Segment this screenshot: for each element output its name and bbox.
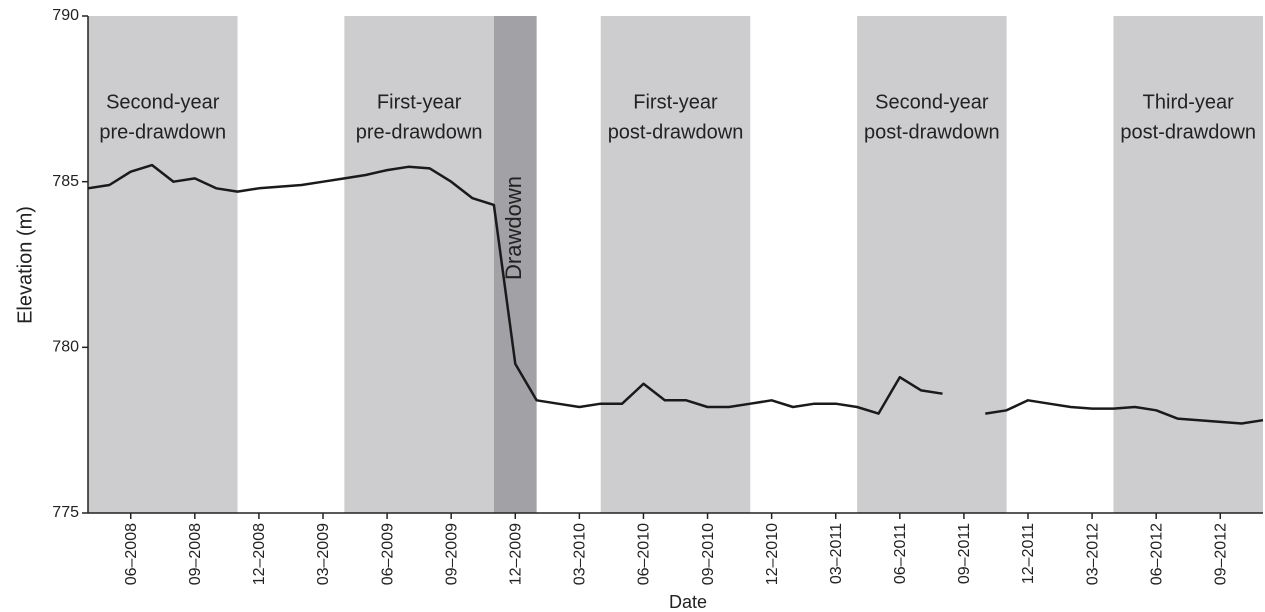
x-tick-label: 06–2008 <box>123 523 140 585</box>
period-band <box>88 16 238 513</box>
x-tick-label: 12–2008 <box>251 523 268 585</box>
period-band <box>1113 16 1263 513</box>
x-axis-label: Date <box>669 592 707 612</box>
period-label: pre-drawdown <box>356 121 483 143</box>
x-tick-label: 03–2012 <box>1084 523 1101 585</box>
period-band <box>600 16 751 513</box>
y-tick-label: 780 <box>52 339 79 356</box>
x-tick-label: 06–2012 <box>1148 523 1165 585</box>
period-label: Second-year <box>875 91 989 113</box>
x-tick-label: 09–2011 <box>956 523 973 584</box>
period-label: Third-year <box>1143 91 1234 113</box>
y-tick-label: 790 <box>52 7 79 24</box>
x-tick-label: 06–2009 <box>379 523 396 585</box>
x-tick-label: 12–2009 <box>507 523 524 585</box>
period-label: First-year <box>633 91 718 113</box>
x-tick-label: 09–2010 <box>700 523 717 585</box>
elevation-line <box>87 163 1264 425</box>
y-tick-label: 775 <box>52 504 79 521</box>
period-label: post-drawdown <box>608 121 744 143</box>
period-label: Drawdown <box>501 176 526 280</box>
x-tick-label: 09–2012 <box>1212 523 1229 585</box>
x-tick-label: 03–2010 <box>572 523 589 585</box>
y-tick-label: 785 <box>52 173 79 190</box>
x-tick-label: 12–2010 <box>764 523 781 585</box>
period-label: post-drawdown <box>1120 121 1256 143</box>
x-tick-label: 09–2008 <box>187 523 204 585</box>
x-tick-label: 03–2011 <box>828 523 845 584</box>
x-tick-label: 03–2009 <box>315 523 332 585</box>
period-label: post-drawdown <box>864 121 1000 143</box>
x-tick-label: 06–2011 <box>892 523 909 584</box>
x-tick-label: 12–2011 <box>1020 523 1037 584</box>
period-label: pre-drawdown <box>99 121 226 143</box>
x-tick-label: 09–2009 <box>443 523 460 585</box>
period-label: First-year <box>377 91 462 113</box>
period-label: Second-year <box>106 91 220 113</box>
period-band <box>857 16 1007 513</box>
x-tick-label: 06–2010 <box>636 523 653 585</box>
period-band <box>344 16 494 513</box>
y-axis-label: Elevation (m) <box>14 206 36 324</box>
